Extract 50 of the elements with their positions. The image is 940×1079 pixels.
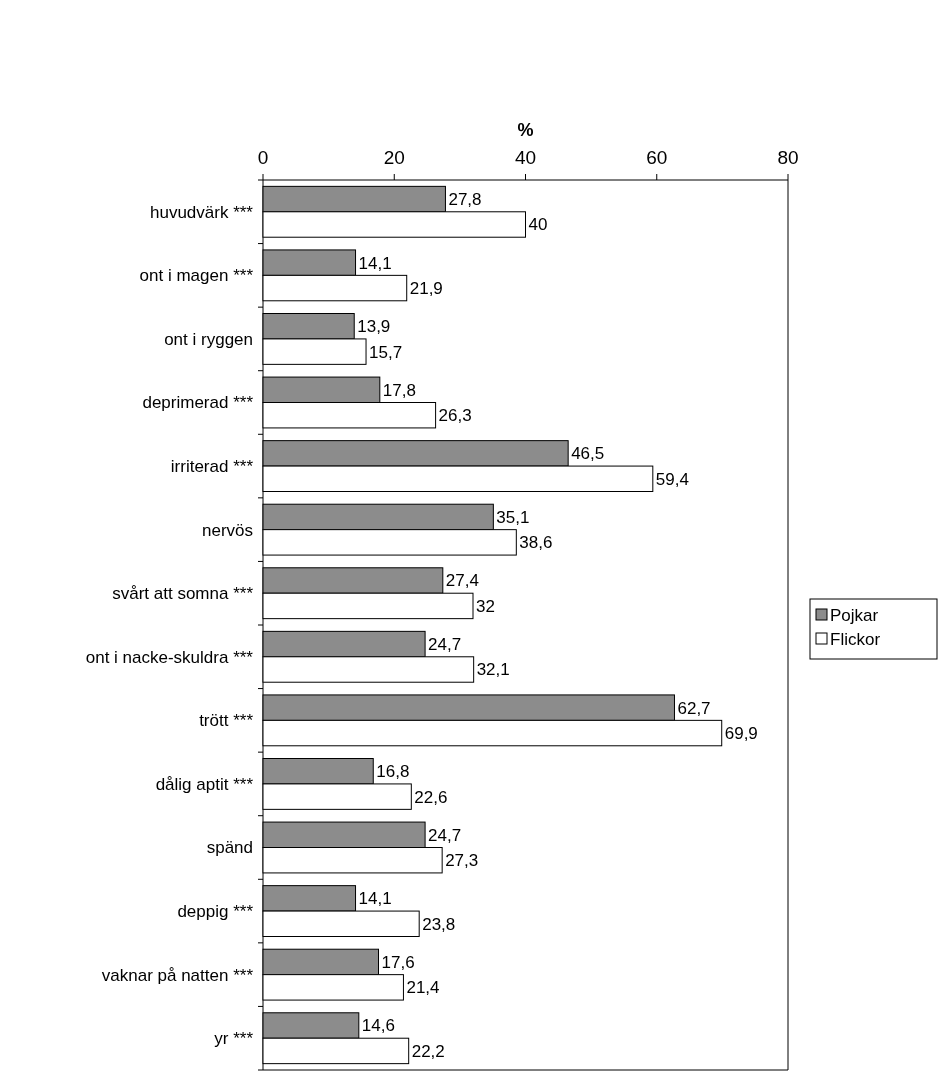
y-tick-label: ont i nacke-skuldra *** [85,647,254,667]
y-tick-label: svårt att somna *** [112,584,254,604]
data-label: 17,8 [382,380,416,400]
data-label: 46,5 [571,444,605,464]
data-label: 27,8 [448,190,482,210]
data-label: 14,6 [361,1016,395,1036]
data-label: 24,7 [428,825,462,845]
data-label: 22,2 [411,1041,445,1061]
x-tick-label: 0 [257,147,269,168]
x-tick-label: 60 [646,147,668,168]
y-tick-label: huvudvärk *** [149,202,254,222]
data-label: 32,1 [476,660,510,680]
data-label: 35,1 [496,507,530,527]
y-tick-label: deppig *** [177,902,254,922]
data-label: 13,9 [357,317,391,337]
y-tick-label: deprimerad *** [142,393,254,413]
y-tick-label: ont i ryggen [164,329,253,349]
data-label: 40 [528,215,548,235]
data-label: 14,1 [358,253,392,273]
data-label: 16,8 [376,762,410,782]
legend-label: Flickor [830,629,881,649]
y-tick-label: ont i magen *** [139,266,254,286]
x-tick-label: 40 [514,147,537,168]
data-label: 23,8 [422,914,456,934]
data-label: 38,6 [519,533,553,553]
y-tick-label: trött *** [199,711,254,731]
data-label: 21,4 [406,978,440,998]
data-label: 21,9 [409,279,443,299]
data-label: 22,6 [414,787,448,807]
y-tick-label: dålig aptit *** [155,774,254,794]
y-tick-label: irriterad *** [170,457,254,477]
data-label: 27,4 [445,571,479,591]
data-label: 27,3 [445,851,479,871]
data-label: 59,4 [655,469,689,489]
data-label: 32 [476,596,495,616]
x-axis-title: % [517,120,534,140]
data-label: 69,9 [724,724,758,744]
data-label: 24,7 [428,635,462,655]
data-label: 14,1 [358,889,392,909]
data-label: 17,6 [381,952,415,972]
y-tick-label: vaknar på natten *** [101,965,254,985]
data-label: 62,7 [677,698,711,718]
y-tick-label: spänd [206,838,253,858]
x-tick-label: 80 [777,147,799,168]
data-label: 15,7 [369,342,403,362]
legend-label: Pojkar [830,605,879,625]
y-tick-label: nervös [201,520,253,540]
x-tick-label: 20 [383,147,405,168]
data-label: 26,3 [438,406,472,426]
y-tick-label: yr *** [214,1029,254,1049]
